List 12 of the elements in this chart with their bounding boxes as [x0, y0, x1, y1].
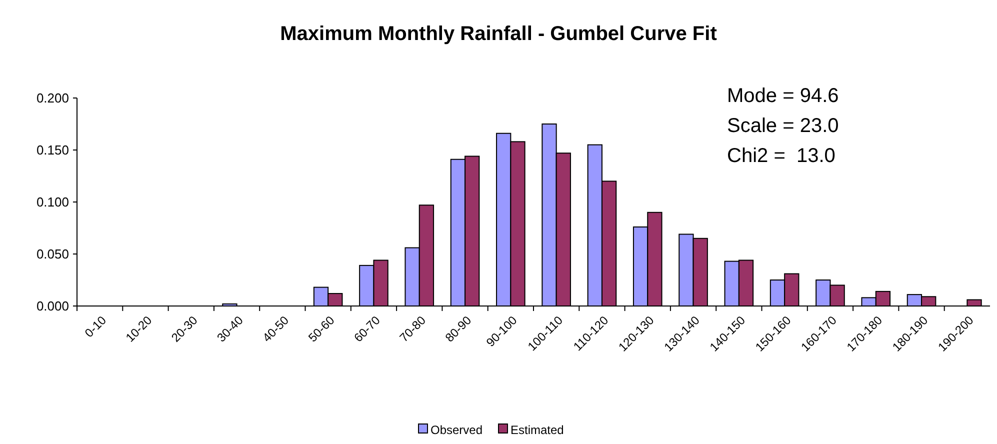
annotation: Mode = 94.6: [727, 85, 839, 107]
legend-label: Estimated: [510, 423, 564, 437]
y-tick-label: 0.100: [36, 194, 69, 210]
y-tick-label: 0.000: [36, 298, 69, 314]
y-tick-label: 0.150: [36, 142, 69, 158]
legend-label: Observed: [430, 423, 483, 437]
chart-title: Maximum Monthly Rainfall - Gumbel Curve Fit: [280, 23, 718, 45]
x-tick-label: 0-10: [82, 312, 110, 340]
annotation: Chi2 = 13.0: [727, 145, 836, 167]
y-tick-label: 0.050: [36, 246, 69, 262]
y-tick-label: 0.200: [36, 90, 69, 106]
annotation: Scale = 23.0: [727, 115, 839, 137]
